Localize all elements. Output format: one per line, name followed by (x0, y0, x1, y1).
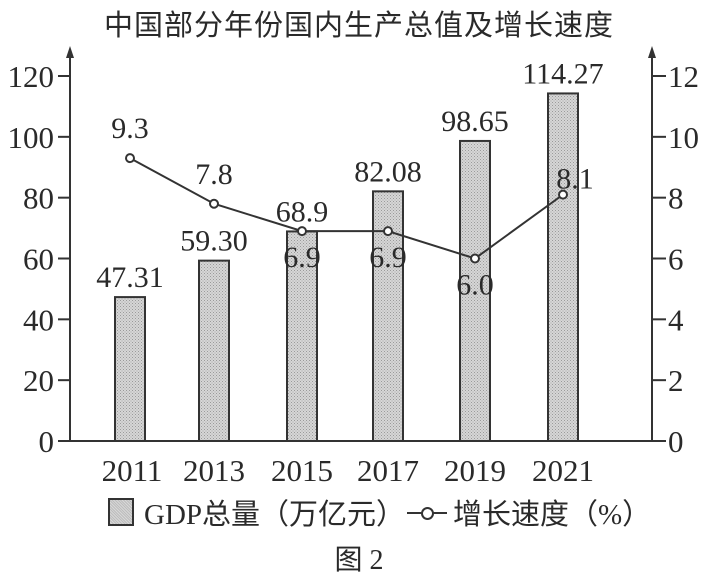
right-axis-tick-label: 12 (668, 59, 699, 94)
growth-rate-value-label: 6.9 (369, 241, 407, 274)
growth-rate-value-label: 6.9 (283, 241, 321, 274)
right-axis-tick-label: 8 (668, 181, 684, 216)
gdp-bar (114, 296, 146, 442)
gdp-bar-value-label: 59.30 (180, 225, 248, 258)
x-axis-tick-label: 2011 (102, 453, 163, 488)
gdp-bar-value-label: 68.9 (276, 195, 329, 228)
gdp-bars: 47.31 59.30 68.9 82.08 98.65 114.27 (96, 57, 604, 443)
left-axis-tick-label: 0 (39, 424, 55, 459)
chart-canvas: 0 20 40 60 80 100 120 0 2 4 6 8 10 12 47.31 59.30 68.9… (8, 46, 699, 488)
x-axis-tick-label: 2017 (357, 453, 419, 488)
bar-legend-label: GDP总量（万亿元） (144, 499, 406, 531)
growth-rate-value-label: 8.1 (556, 163, 594, 196)
gdp-bar (459, 139, 491, 443)
x-axis-tick-label: 2019 (444, 453, 506, 488)
line-legend-marker-icon (407, 504, 448, 520)
growth-rate-marker (558, 189, 568, 200)
x-axis-tick-label: 2013 (183, 453, 245, 488)
bar-legend-swatch-icon (108, 498, 134, 526)
gdp-bar-value-label: 47.31 (96, 261, 164, 294)
left-axis-tick-label: 80 (23, 181, 54, 216)
left-axis-tick-label: 20 (23, 363, 54, 398)
legend: GDP总量（万亿元） 增长速度（%） (108, 492, 651, 532)
left-axis-tick-label: 120 (8, 59, 55, 94)
right-axis-tick-label: 10 (668, 120, 699, 155)
growth-rate-line: 9.3 7.8 6.9 6.9 6.0 8.1 (111, 112, 594, 301)
growth-rate-value-label: 6.0 (456, 269, 494, 302)
figure-caption: 图 2 (334, 545, 384, 576)
growth-rate-marker (383, 226, 393, 237)
growth-rate-marker (297, 226, 307, 237)
gdp-bar-value-label: 98.65 (441, 105, 509, 138)
growth-rate-marker (209, 198, 219, 209)
growth-rate-marker (125, 153, 135, 164)
x-axis-labels: 2011 2013 2015 2017 2019 2021 (102, 453, 594, 488)
left-y-axis: 0 20 40 60 80 100 120 (8, 46, 652, 459)
gdp-bar (547, 92, 579, 443)
right-axis-tick-label: 4 (668, 302, 684, 337)
left-axis-tick-label: 60 (23, 242, 54, 277)
gdp-bar-value-label: 114.27 (522, 57, 603, 90)
x-axis-tick-label: 2015 (271, 453, 333, 488)
left-axis-tick-label: 40 (23, 302, 54, 337)
growth-rate-value-label: 7.8 (195, 158, 233, 191)
right-axis-tick-label: 0 (668, 424, 684, 459)
gdp-bar-value-label: 82.08 (354, 155, 422, 188)
right-axis-tick-label: 2 (668, 363, 684, 398)
right-y-axis: 0 2 4 6 8 10 12 (648, 46, 699, 459)
right-axis-tick-label: 6 (668, 242, 684, 277)
chart-title: 中国部分年份国内生产总值及增长速度 (103, 10, 614, 42)
gdp-bar (198, 259, 230, 443)
line-legend-label: 增长速度（%） (453, 499, 652, 531)
growth-rate-value-label: 9.3 (111, 112, 149, 145)
growth-rate-marker (470, 253, 480, 264)
x-axis-tick-label: 2021 (532, 453, 594, 488)
left-axis-tick-label: 100 (8, 120, 55, 155)
